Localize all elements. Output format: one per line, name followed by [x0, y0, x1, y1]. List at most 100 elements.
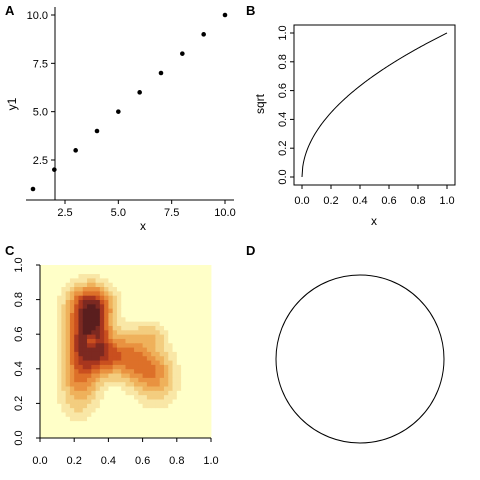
c-heatmap-cell — [121, 377, 126, 383]
c-heatmap-cell — [104, 338, 109, 344]
c-heatmap-cell — [159, 407, 165, 413]
c-heatmap-cell — [44, 347, 49, 352]
c-heatmap-cell — [138, 381, 143, 387]
c-heatmap-cell — [69, 265, 75, 270]
c-heatmap-cell — [48, 425, 54, 430]
c-heatmap-cell — [206, 364, 212, 370]
c-heatmap-cell — [40, 316, 45, 322]
c-heatmap-cell — [189, 265, 195, 270]
c-heatmap-cell — [95, 412, 101, 417]
c-heatmap-cell — [116, 334, 122, 339]
c-heatmap-cell — [91, 399, 96, 404]
c-heatmap-cell — [74, 399, 79, 404]
c-heatmap-cell — [61, 286, 67, 292]
c-heatmap-cell — [48, 377, 54, 383]
c-heatmap-cell — [134, 377, 139, 383]
c-heatmap-cell — [108, 373, 114, 378]
c-heatmap-cell — [57, 377, 62, 383]
c-heatmap-cell — [61, 416, 67, 422]
c-heatmap-cell — [168, 338, 173, 344]
c-heatmap-cell — [146, 399, 152, 404]
c-heatmap-cell — [193, 399, 199, 404]
c-heatmap-cell — [202, 425, 208, 430]
c-heatmap-cell — [176, 412, 182, 417]
c-heatmap-cell — [104, 282, 109, 288]
c-heatmap-cell — [82, 377, 88, 383]
c-heatmap-cell — [104, 321, 109, 326]
c-heatmap-cell — [142, 399, 148, 404]
c-heatmap-cell — [155, 338, 161, 344]
c-heatmap-cell — [104, 368, 109, 374]
c-heatmap-cell — [116, 407, 122, 413]
c-heatmap-cell — [82, 429, 88, 435]
c-heatmap-cell — [78, 433, 84, 439]
c-heatmap-cell — [44, 355, 49, 361]
c-heatmap-cell — [129, 360, 135, 365]
c-heatmap-cell — [163, 347, 169, 352]
c-heatmap-cell — [206, 433, 212, 439]
c-heatmap-cell — [44, 321, 49, 326]
c-heatmap-cell — [134, 295, 139, 300]
c-heatmap-cell — [95, 364, 101, 370]
c-heatmap-cell — [159, 399, 165, 404]
c-heatmap-cell — [108, 338, 114, 344]
c-heatmap-cell — [69, 390, 75, 396]
c-heatmap-cell — [151, 273, 156, 279]
c-heatmap-cell — [116, 290, 122, 296]
c-heatmap-cell — [91, 373, 96, 378]
c-heatmap-cell — [172, 360, 178, 365]
c-heatmap-cell — [129, 381, 135, 387]
c-heatmap-cell — [206, 403, 212, 409]
c-heatmap-cell — [69, 334, 75, 339]
c-heatmap-cell — [151, 390, 156, 396]
c-heatmap-cell — [129, 265, 135, 270]
c-heatmap-cell — [57, 277, 62, 283]
c-heatmap-cell — [69, 420, 75, 426]
c-heatmap-cell — [168, 295, 173, 300]
c-heatmap-cell — [61, 386, 67, 391]
c-heatmap-cell — [112, 316, 118, 322]
c-y-tick-label: 0.8 — [13, 292, 25, 307]
c-heatmap-cell — [129, 321, 135, 326]
c-heatmap-cell — [112, 364, 118, 370]
c-heatmap-cell — [82, 303, 88, 309]
c-heatmap-cell — [172, 377, 178, 383]
c-heatmap-cell — [112, 360, 118, 365]
c-heatmap-cell — [57, 416, 62, 422]
c-heatmap-cell — [168, 273, 173, 279]
c-heatmap-cell — [91, 295, 96, 300]
c-heatmap-cell — [163, 265, 169, 270]
c-heatmap-cell — [202, 277, 208, 283]
c-heatmap-cell — [40, 425, 45, 430]
c-heatmap-cell — [116, 316, 122, 322]
c-heatmap-cell — [48, 282, 54, 288]
c-heatmap-cell — [121, 273, 126, 279]
c-heatmap-cell — [121, 425, 126, 430]
c-heatmap-cell — [82, 416, 88, 422]
c-heatmap-cell — [74, 429, 79, 435]
c-heatmap-cell — [206, 342, 212, 348]
c-heatmap-cell — [48, 355, 54, 361]
c-heatmap-cell — [108, 295, 114, 300]
c-heatmap-cell — [61, 364, 67, 370]
c-heatmap-cell — [65, 338, 71, 344]
c-heatmap-cell — [142, 277, 148, 283]
c-heatmap-cell — [82, 273, 88, 279]
c-heatmap-cell — [125, 342, 131, 348]
c-heatmap-cell — [87, 321, 92, 326]
c-heatmap-cell — [91, 420, 96, 426]
c-heatmap-cell — [138, 295, 143, 300]
c-heatmap-cell — [206, 312, 212, 318]
c-heatmap-cell — [168, 308, 173, 313]
c-heatmap-cell — [48, 308, 54, 313]
c-heatmap-cell — [78, 351, 84, 357]
c-heatmap-cell — [168, 334, 173, 339]
c-heatmap-cell — [82, 433, 88, 439]
c-heatmap-cell — [176, 377, 182, 383]
c-heatmap-cell — [125, 265, 131, 270]
c-heatmap-cell — [61, 390, 67, 396]
c-heatmap-cell — [151, 338, 156, 344]
c-heatmap-cell — [198, 429, 203, 435]
c-heatmap-cell — [155, 312, 161, 318]
c-heatmap-cell — [146, 433, 152, 439]
